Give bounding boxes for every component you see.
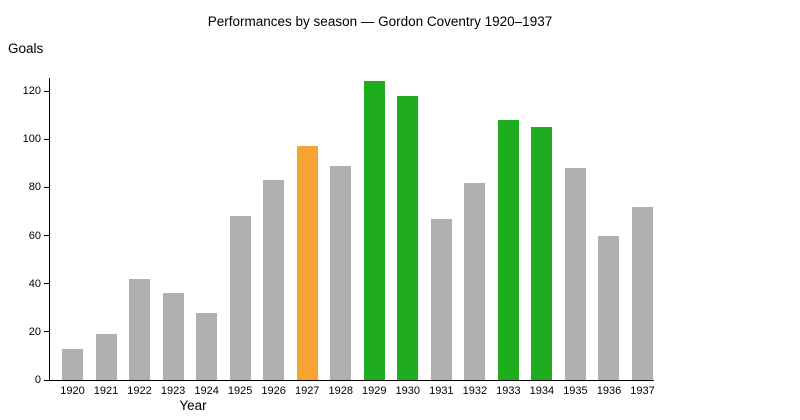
bar-1934 <box>531 127 553 380</box>
bar-1931 <box>430 218 452 380</box>
x-tick-label-1922: 1922 <box>127 385 152 397</box>
y-tick-label-120: 120 <box>22 85 41 97</box>
x-tick-label-1933: 1933 <box>496 385 521 397</box>
bar-1922 <box>129 278 151 380</box>
y-tick-mark-60 <box>44 235 49 236</box>
x-tick-label-1936: 1936 <box>596 385 622 397</box>
bar-1932 <box>464 182 486 380</box>
x-tick-label-1920: 1920 <box>60 385 85 397</box>
bar-1925 <box>229 216 251 380</box>
y-tick-label-100: 100 <box>22 133 41 146</box>
bar-1923 <box>162 293 184 380</box>
x-tick-label-1928: 1928 <box>328 385 353 397</box>
x-tick-label-1924: 1924 <box>194 385 219 397</box>
x-tick-label-1929: 1929 <box>362 385 387 397</box>
y-tick-mark-100 <box>44 138 49 140</box>
y-tick-mark-80 <box>44 186 49 188</box>
bar-1933 <box>497 119 519 380</box>
y-tick-mark-120 <box>44 90 49 92</box>
x-tick-label-1930: 1930 <box>395 385 421 397</box>
y-tick-mark-0 <box>44 379 49 381</box>
bar-1920 <box>62 348 83 380</box>
y-tick-label-80: 80 <box>28 181 41 194</box>
y-tick-label-40: 40 <box>28 277 41 290</box>
x-tick-label-1935: 1935 <box>563 385 588 397</box>
x-tick-label-1923: 1923 <box>160 385 186 397</box>
x-tick-label-1927: 1927 <box>294 385 320 397</box>
y-axis-title: Goals <box>8 41 44 56</box>
y-axis-line <box>49 78 50 381</box>
bar-1927 <box>296 146 318 380</box>
bar-1928 <box>330 165 352 380</box>
x-axis-title: Year <box>179 398 207 413</box>
bar-1924 <box>196 312 218 380</box>
x-tick-label-1921: 1921 <box>93 385 119 397</box>
x-tick-label-1934: 1934 <box>529 385 555 397</box>
y-tick-label-20: 20 <box>28 325 41 338</box>
y-tick-label-60: 60 <box>28 229 41 242</box>
bar-1937 <box>632 206 653 380</box>
x-axis-line <box>49 380 654 381</box>
bar-1926 <box>263 180 285 380</box>
bar-1929 <box>363 81 385 380</box>
bar-1921 <box>95 334 117 380</box>
y-tick-label-0: 0 <box>34 374 41 386</box>
y-tick-mark-40 <box>44 283 49 285</box>
x-tick-label-1931: 1931 <box>429 385 454 397</box>
y-tick-mark-20 <box>44 331 49 333</box>
x-tick-label-1932: 1932 <box>462 385 488 397</box>
x-tick-label-1926: 1926 <box>261 385 286 397</box>
bar-1936 <box>598 235 620 380</box>
bar-1930 <box>397 95 419 380</box>
x-tick-label-1925: 1925 <box>227 385 253 397</box>
x-tick-label-1937: 1937 <box>630 385 655 397</box>
chart-title: Performances by season — Gordon Coventry… <box>207 14 553 29</box>
bar-1935 <box>564 168 586 380</box>
